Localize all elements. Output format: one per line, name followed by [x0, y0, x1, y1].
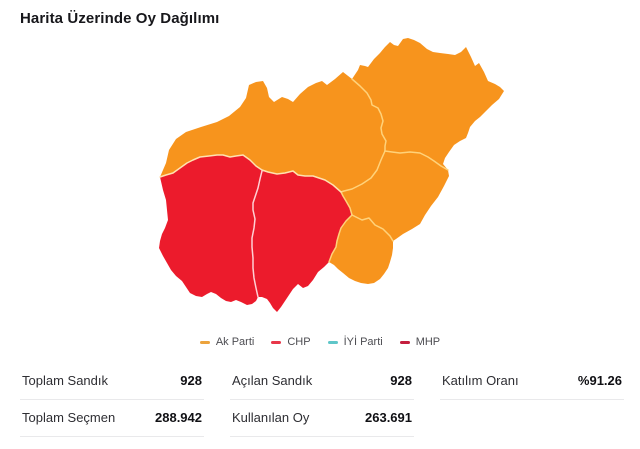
- stat-cell: Katılım Oranı %91.26: [440, 363, 624, 400]
- stat-label: Kullanılan Oy: [232, 410, 310, 425]
- legend-label: İYİ Parti: [343, 336, 383, 348]
- border-east-southeast: [351, 214, 394, 242]
- map-district-northwest-central[interactable]: [160, 72, 386, 192]
- stat-cell: Kullanılan Oy 263.691: [230, 400, 414, 437]
- stat-cell: Açılan Sandık 928: [230, 363, 414, 400]
- stat-label: Toplam Seçmen: [22, 410, 116, 425]
- stat-value: %91.26: [577, 373, 622, 388]
- legend-label: CHP: [287, 336, 311, 348]
- stat-value: 928: [180, 373, 202, 388]
- legend-label: Ak Parti: [215, 336, 255, 348]
- stat-label: Katılım Oranı: [442, 373, 519, 388]
- map-district-southeast[interactable]: [329, 215, 393, 284]
- border-red-southeast: [328, 214, 353, 263]
- legend-dash-icon: [271, 340, 282, 344]
- legend-dash-icon: [327, 340, 338, 344]
- stat-value: 288.942: [155, 410, 202, 425]
- stat-cell-empty: [440, 400, 624, 437]
- legend-dash-icon: [399, 340, 410, 344]
- map-legend: Ak Parti CHP İYİ Parti MHP: [0, 336, 640, 348]
- legend-dash-icon: [199, 340, 210, 344]
- page-title: Harita Üzerinde Oy Dağılımı: [20, 10, 220, 27]
- legend-item-chp[interactable]: CHP: [271, 336, 311, 348]
- stat-label: Açılan Sandık: [232, 373, 313, 388]
- border-central-east: [340, 150, 386, 216]
- stat-cell: Toplam Sandık 928: [20, 363, 204, 400]
- legend-item-ak-parti[interactable]: Ak Parti: [199, 336, 255, 348]
- stat-value: 263.691: [365, 410, 412, 425]
- border-orange-red-top: [159, 154, 342, 193]
- stats-table: Toplam Sandık 928 Açılan Sandık 928 Katılım …: [20, 363, 624, 437]
- border-central-northeast: [351, 78, 387, 152]
- map-district-south-central[interactable]: [252, 171, 352, 312]
- border-red-red: [251, 170, 263, 298]
- map-district-east[interactable]: [341, 151, 449, 241]
- legend-item-mhp[interactable]: MHP: [399, 336, 441, 348]
- stat-value: 928: [390, 373, 412, 388]
- map-district-southwest[interactable]: [159, 155, 262, 305]
- border-northeast-east: [384, 150, 449, 171]
- legend-label: MHP: [415, 336, 441, 348]
- stat-cell: Toplam Seçmen 288.942: [20, 400, 204, 437]
- legend-item-i̇yi̇-parti[interactable]: İYİ Parti: [327, 336, 383, 348]
- stat-label: Toplam Sandık: [22, 373, 108, 388]
- map-district-northeast[interactable]: [352, 38, 504, 170]
